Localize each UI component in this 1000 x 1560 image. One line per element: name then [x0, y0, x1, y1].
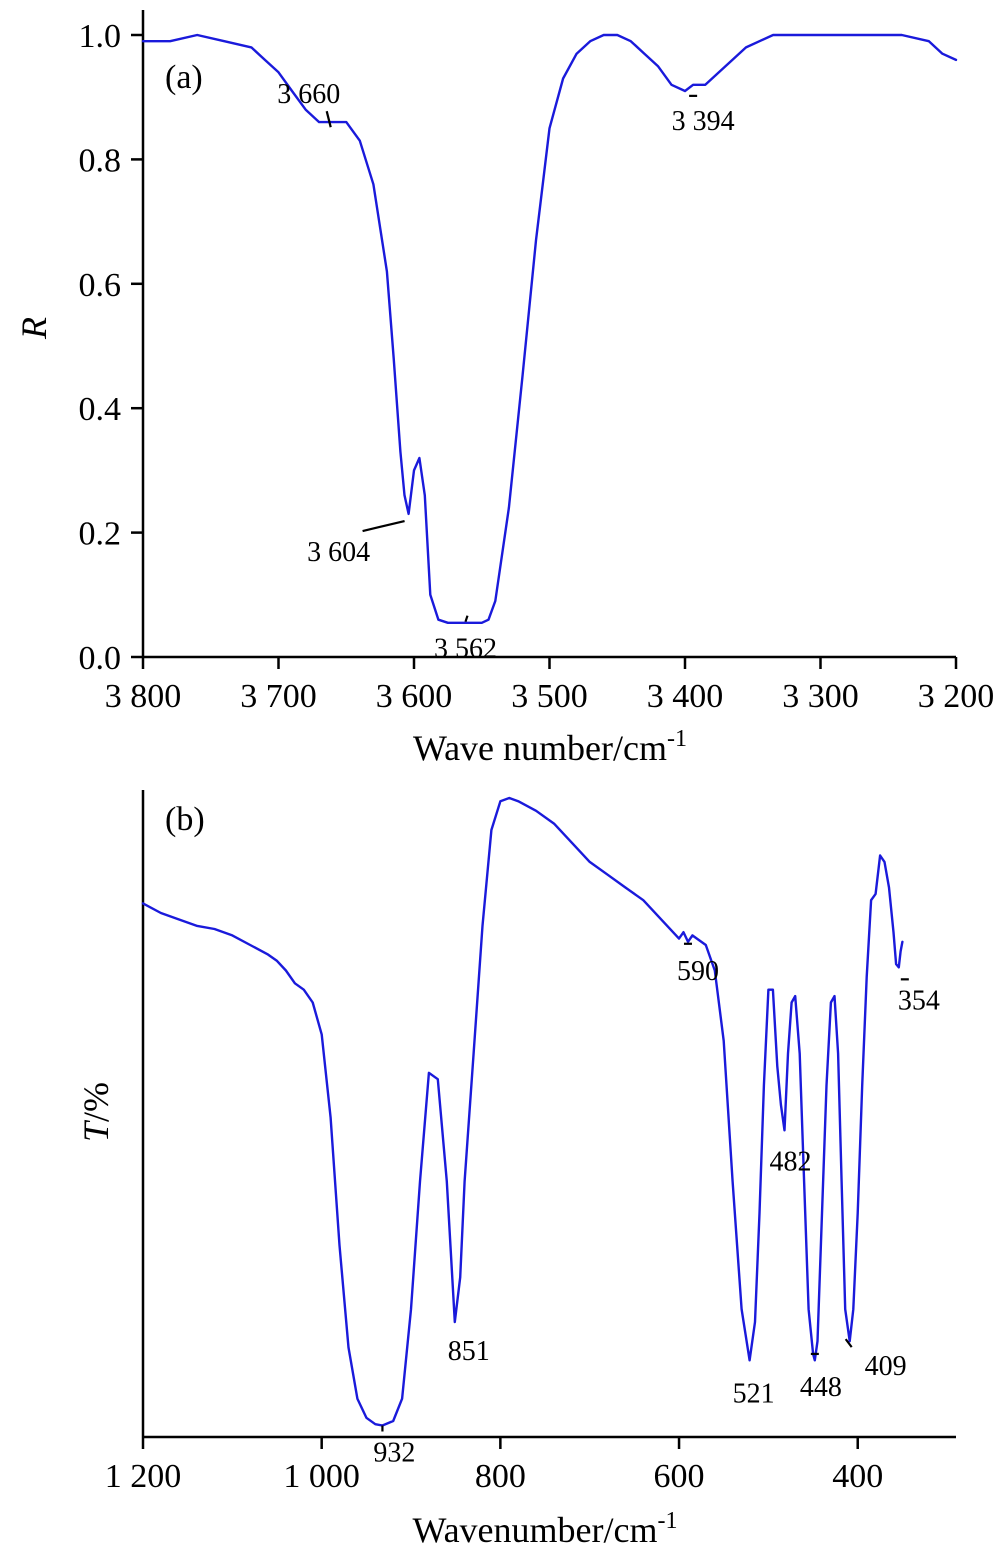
y-axis-title-b: T/% [76, 1082, 116, 1142]
peak-label-a-3: 3 394 [672, 106, 735, 137]
y-axis-title-b-symbol: T [76, 1119, 116, 1142]
peak-label-a-0: 3 660 [277, 79, 340, 110]
y-tick-label-a-0: 0.0 [79, 640, 122, 677]
x-tick-label-a-4: 3 400 [647, 678, 724, 715]
x-tick-label-a-6: 3 200 [918, 678, 995, 715]
x-tick-label-b-2: 800 [475, 1458, 526, 1495]
peak-annotations-b: 932 851 590 521 482 448 409 354 [373, 942, 940, 1468]
peak-label-b-2: 590 [677, 956, 719, 987]
x-axis-title-a-sup: -1 [667, 726, 687, 752]
peak-label-b-3: 521 [733, 1378, 775, 1409]
panel-label-b: (b) [165, 801, 205, 838]
x-axis-title-a: Wave number/cm-1 [413, 726, 687, 768]
x-tick-label-a-1: 3 700 [240, 678, 317, 715]
y-tick-label-a-1: 0.2 [79, 516, 122, 553]
peak-label-b-1: 851 [448, 1336, 490, 1367]
peak-leader-b-6 [844, 1338, 853, 1348]
peak-leader-a-1 [362, 519, 405, 533]
x-axis-title-b: Wavenumber/cm-1 [412, 1508, 677, 1550]
peak-label-b-0: 932 [373, 1437, 415, 1468]
y-tick-label-a-2: 0.4 [79, 391, 122, 428]
peak-leader-a-0 [325, 110, 332, 128]
ticks-b: 1 200 1 000 800 600 400 [105, 1437, 883, 1495]
chart-panel-b: 1 200 1 000 800 600 400 932 851 590 521 482 448 40… [76, 790, 956, 1550]
peak-label-b-7: 354 [898, 985, 940, 1016]
y-tick-label-a-3: 0.6 [79, 267, 122, 304]
chart-panel-a: 3 800 3 700 3 600 3 500 3 400 3 300 3 200 0.0 0.… [14, 10, 994, 768]
y-tick-label-a-5: 1.0 [79, 18, 122, 55]
x-tick-label-b-4: 400 [832, 1458, 883, 1495]
x-tick-label-a-5: 3 300 [782, 678, 859, 715]
peak-label-a-1: 3 604 [307, 537, 370, 568]
y-axis-title-b-text: T/% [76, 1082, 116, 1142]
peak-leader-a-2 [464, 615, 469, 623]
x-tick-label-a-2: 3 600 [376, 678, 453, 715]
x-tick-label-a-3: 3 500 [511, 678, 588, 715]
peak-label-b-4: 482 [769, 1146, 811, 1177]
peak-label-a-2: 3 562 [434, 634, 497, 665]
y-axis-title-a: R [14, 317, 54, 340]
peak-label-b-6: 409 [865, 1351, 907, 1382]
series-line-a [141, 33, 958, 624]
x-axis-title-b-text: Wavenumber/cm [412, 1510, 657, 1550]
series-line-b [141, 796, 904, 1427]
panel-label-a: (a) [165, 59, 203, 96]
y-tick-label-a-4: 0.8 [79, 142, 122, 179]
ticks-a: 3 800 3 700 3 600 3 500 3 400 3 300 3 200 0.0 0.… [79, 18, 995, 715]
x-axis-title-b-sup: -1 [658, 1508, 678, 1534]
x-axis-title-a-text: Wave number/cm [413, 728, 667, 768]
peak-label-b-5: 448 [800, 1372, 842, 1403]
x-tick-label-b-1: 1 000 [283, 1458, 360, 1495]
x-tick-label-b-3: 600 [654, 1458, 705, 1495]
x-tick-label-a-0: 3 800 [105, 678, 182, 715]
x-tick-label-b-0: 1 200 [105, 1458, 182, 1495]
y-axis-title-b-unit: /% [76, 1082, 116, 1122]
peak-annotations-a: 3 660 3 604 3 562 3 394 [277, 79, 734, 664]
